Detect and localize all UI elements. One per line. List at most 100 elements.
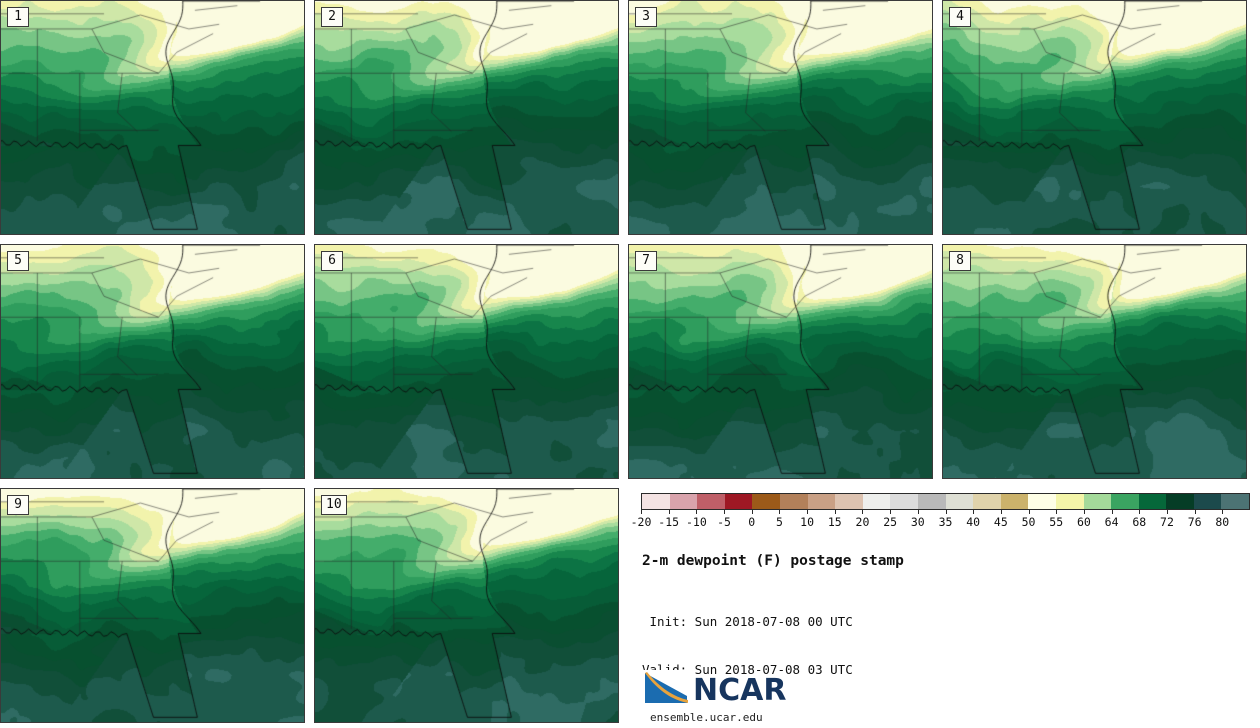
colorbar-tick-label: 15 (827, 515, 842, 529)
colorbar-tick-label: -20 (630, 515, 652, 529)
member-panel-10[interactable]: 10 (314, 488, 619, 723)
colorbar-swatch-80 (1221, 494, 1250, 509)
colorbar-tickmark (779, 510, 781, 514)
colorbar-tick-label: 10 (800, 515, 815, 529)
member-panel-8[interactable]: 8 (942, 244, 1247, 479)
colorbar-tickmark (917, 510, 919, 514)
colorbar-swatch--10 (697, 494, 725, 509)
colorbar-tickmark (807, 510, 809, 514)
colorbar-swatch-35 (945, 494, 974, 509)
member-panel-3[interactable]: 3 (628, 0, 933, 235)
colorbar-tick-label: 25 (883, 515, 898, 529)
member-number-badge: 8 (949, 251, 971, 271)
colorbar-swatch-64 (1111, 494, 1139, 509)
colorbar-tick-label: 80 (1215, 515, 1230, 529)
colorbar-tick-label: 50 (1021, 515, 1036, 529)
colorbar-tick-label: 72 (1160, 515, 1174, 529)
colorbar-swatch-60 (1083, 494, 1112, 509)
member-map-6 (315, 245, 618, 478)
colorbar-tick-label: 60 (1076, 515, 1091, 529)
ncar-url-label: ensemble.ucar.edu (650, 711, 763, 724)
colorbar-tick-label: 76 (1187, 515, 1202, 529)
colorbar-tickmark (1222, 510, 1224, 514)
colorbar-tick-label: -15 (658, 515, 680, 529)
colorbar-tickmark (1139, 510, 1141, 514)
colorbar-tick-label: 68 (1132, 515, 1147, 529)
colorbar-swatch-72 (1166, 494, 1194, 509)
colorbar-tickmark (668, 510, 670, 514)
colorbar-tickmark (973, 510, 975, 514)
ncar-logo: NCAR (643, 670, 786, 708)
colorbar-tick-label: 45 (993, 515, 1008, 529)
member-map-9 (1, 489, 304, 722)
colorbar-tick-label: 30 (910, 515, 925, 529)
member-panel-5[interactable]: 5 (0, 244, 305, 479)
colorbar-tickmark (724, 510, 726, 514)
member-panel-9[interactable]: 9 (0, 488, 305, 723)
colorbar-swatch-0 (752, 494, 780, 509)
colorbar-tickmark (1166, 510, 1168, 514)
colorbar-swatch--15 (669, 494, 698, 509)
member-map-3 (629, 1, 932, 234)
member-number-badge: 5 (7, 251, 29, 271)
colorbar-tickmark (834, 510, 836, 514)
member-map-10 (315, 489, 618, 722)
member-number-badge: 2 (321, 7, 343, 27)
colorbar-tickmark (751, 510, 753, 514)
colorbar-swatch-68 (1138, 494, 1167, 509)
time-stamp-block: Init: Sun 2018-07-08 00 UTC Valid: Sun 2… (642, 582, 904, 710)
member-panel-7[interactable]: 7 (628, 244, 933, 479)
colorbar-swatch-30 (917, 494, 946, 509)
dewpoint-colorbar (641, 493, 1250, 510)
member-map-5 (1, 245, 304, 478)
colorbar-tickmark (1056, 510, 1058, 514)
member-panel-2[interactable]: 2 (314, 0, 619, 235)
colorbar-swatch--20 (642, 494, 670, 509)
member-map-2 (315, 1, 618, 234)
member-number-badge: 1 (7, 7, 29, 27)
colorbar-tickmark (1194, 510, 1196, 514)
colorbar-tick-label: 40 (966, 515, 981, 529)
member-number-badge: 3 (635, 7, 657, 27)
member-map-1 (1, 1, 304, 234)
member-number-badge: 9 (7, 495, 29, 515)
colorbar-region: -20 -15 -10 -5 0 5 10 15 20 25 30 35 40 45 50 55 60 64 68 7… (631, 493, 1250, 533)
page-title: 2-m dewpoint (F) postage stamp (642, 553, 904, 569)
colorbar-swatch-50 (1028, 494, 1056, 509)
colorbar-tick-label: -5 (717, 515, 731, 529)
ncar-logo-wordmark: NCAR (693, 673, 786, 708)
init-time-line: Init: Sun 2018-07-08 00 UTC (642, 614, 853, 629)
member-number-badge: 7 (635, 251, 657, 271)
colorbar-tick-label: 35 (938, 515, 953, 529)
colorbar-swatch-55 (1055, 494, 1084, 509)
colorbar-tickmark (890, 510, 892, 514)
member-panel-6[interactable]: 6 (314, 244, 619, 479)
colorbar-tickmark (862, 510, 864, 514)
member-number-badge: 10 (321, 495, 347, 515)
colorbar-tickmark (641, 510, 642, 514)
colorbar-tickmark (1111, 510, 1113, 514)
colorbar-tickmark (1083, 510, 1085, 514)
colorbar-tick-axis: -20 -15 -10 -5 0 5 10 15 20 25 30 35 40 45 50 55 60 64 68 7… (631, 510, 1250, 532)
colorbar-tick-label: 5 (775, 515, 783, 529)
colorbar-tick-label: -10 (685, 515, 707, 529)
member-panel-4[interactable]: 4 (942, 0, 1247, 235)
colorbar-swatch--5 (724, 494, 753, 509)
colorbar-tick-label: 64 (1104, 515, 1119, 529)
colorbar-swatch-45 (1000, 494, 1029, 509)
member-map-4 (943, 1, 1246, 234)
colorbar-tickmark (945, 510, 947, 514)
member-panel-1[interactable]: 1 (0, 0, 305, 235)
plot-info-block: 2-m dewpoint (F) postage stamp Init: Sun… (642, 552, 904, 710)
member-number-badge: 4 (949, 7, 971, 27)
colorbar-swatch-20 (862, 494, 891, 509)
colorbar-tickmark (1000, 510, 1002, 514)
member-map-7 (629, 245, 932, 478)
colorbar-tickmark (1028, 510, 1030, 514)
colorbar-swatch-76 (1193, 494, 1222, 509)
colorbar-swatch-10 (807, 494, 836, 509)
colorbar-tick-label: 20 (855, 515, 870, 529)
colorbar-tick-label: 55 (1049, 515, 1064, 529)
colorbar-tickmark (696, 510, 698, 514)
